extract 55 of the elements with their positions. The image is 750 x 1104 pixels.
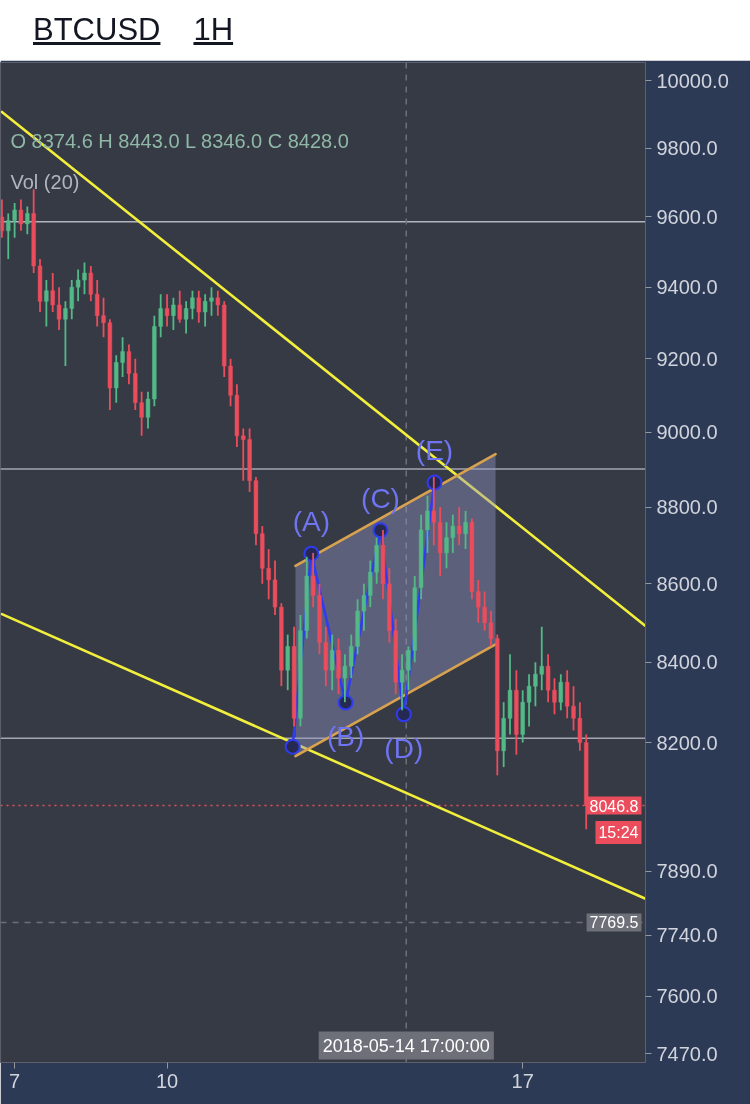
- candlestick: [558, 673, 563, 712]
- annotation: 15:24: [598, 824, 639, 842]
- annotation: Vol (20): [10, 170, 80, 193]
- y-tick-label: 8800.0: [656, 496, 718, 519]
- candlestick: [539, 625, 544, 692]
- candlestick: [88, 265, 93, 303]
- candlestick: [18, 198, 24, 232]
- candlestick: [476, 579, 481, 624]
- y-tick-label: 7470.0: [656, 1042, 718, 1065]
- annotation: (D): [384, 732, 424, 764]
- y-tick-label: 8200.0: [656, 731, 718, 754]
- y-tick-label: 7740.0: [656, 924, 718, 947]
- y-tick-label: 9200.0: [656, 347, 718, 370]
- candlestick: [126, 343, 132, 386]
- candlestick: [164, 293, 170, 328]
- ref-line-label: 7769.5: [589, 914, 639, 932]
- candlestick: [50, 272, 55, 313]
- candlestick: [25, 205, 30, 236]
- y-tick-label: 7890.0: [656, 860, 718, 883]
- y-tick-label: 9400.0: [656, 276, 718, 299]
- annotation: (C): [361, 482, 400, 514]
- point: [337, 694, 354, 711]
- y-tick-label: 7600.0: [656, 985, 718, 1008]
- y-tick-label: 8600.0: [656, 572, 718, 595]
- candlestick: [44, 279, 49, 328]
- candlestick: [177, 289, 182, 324]
- point: [395, 706, 412, 723]
- candlestick: [463, 510, 468, 550]
- candlestick: [196, 289, 201, 324]
- candlestick: [171, 296, 176, 331]
- x-tick-label: 17: [511, 1069, 534, 1092]
- point: [284, 738, 301, 755]
- chart-subtitle: 1H: [193, 10, 234, 49]
- candlestick: [285, 633, 290, 692]
- candlestick: [431, 476, 436, 547]
- y-tick-label: 8400.0: [656, 651, 718, 674]
- annotation: (A): [292, 506, 331, 538]
- candlestick: [552, 677, 557, 716]
- chart-title: BTCUSD: [33, 10, 161, 49]
- x-tick-label: 7: [9, 1069, 21, 1092]
- x-tick-label: 10: [155, 1069, 179, 1092]
- y-tick-label: 10000.0: [656, 69, 729, 92]
- y-tick-label: 9600.0: [656, 205, 718, 228]
- candlestick: [56, 286, 62, 331]
- candlestick: [215, 289, 221, 317]
- y-tick-label: 9800.0: [656, 137, 718, 160]
- candlestick: [0, 198, 5, 239]
- ref-line-label: 2018-05-14 17:00:00: [322, 1035, 490, 1056]
- y-tick-label: 9000.0: [656, 421, 718, 444]
- candlestick: [342, 653, 348, 704]
- ref-line-label: 8046.8: [589, 797, 639, 815]
- candlestick: [457, 506, 462, 547]
- candlestick: [545, 653, 551, 704]
- candlestick: [330, 633, 335, 692]
- candlestick: [482, 590, 487, 632]
